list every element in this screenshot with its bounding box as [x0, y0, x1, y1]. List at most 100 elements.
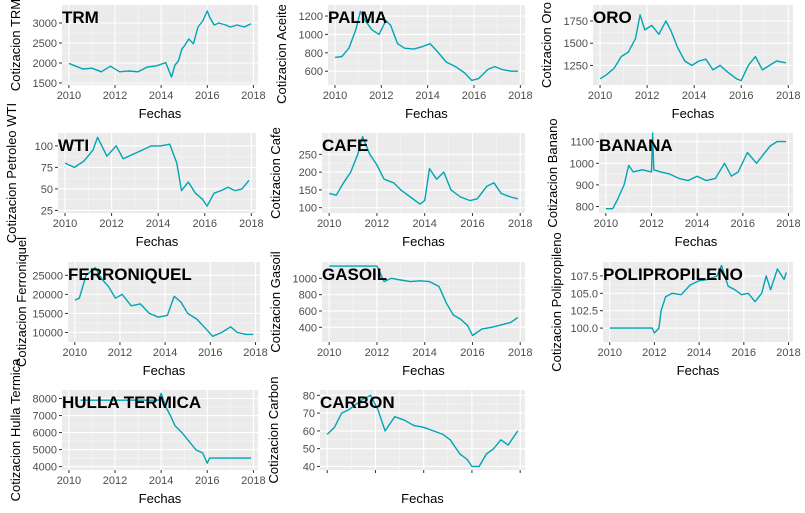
y-tick-label: 600	[305, 66, 323, 78]
y-tick-label: 1000	[570, 158, 594, 170]
x-tick-label: 2014	[415, 90, 439, 102]
y-tick-label: 1500	[33, 78, 57, 90]
x-axis-title: Fechas	[677, 363, 720, 378]
y-tick-label: 3000	[33, 18, 57, 30]
x-tick-label: 2010	[323, 90, 347, 102]
y-tick-label: 1500	[564, 38, 588, 50]
x-axis-title: Fechas	[675, 234, 718, 249]
x-tick-label: 2010	[63, 347, 87, 359]
x-tick-label: 2016	[460, 218, 484, 230]
x-tick-label: 2018	[241, 475, 265, 487]
x-tick-label: 2016	[195, 90, 219, 102]
x-tick-label: 2016	[460, 347, 484, 359]
x-tick-label: 2010	[317, 218, 341, 230]
x-tick-label: 2016	[462, 90, 486, 102]
x-tick-label: 2012	[642, 347, 666, 359]
x-tick-label: 2018	[241, 90, 265, 102]
x-tick-label: 2018	[508, 347, 532, 359]
y-tick-label: 10000	[32, 327, 63, 339]
y-axis-title: Cotizacion Aceite de	[274, 0, 289, 104]
chart-panel-carbon: 40 50 60 70 80 Fechas Cotizacion Carbon CARBON	[266, 377, 525, 506]
x-tick-label: 2014	[685, 218, 709, 230]
y-axis-title: Cotizacion TRM	[8, 0, 23, 91]
series-line	[609, 264, 787, 334]
x-tick-label: 2014	[687, 347, 711, 359]
x-tick-label: 2016	[193, 218, 217, 230]
x-tick-label: 2016	[729, 90, 753, 102]
y-tick-label: 5000	[33, 445, 57, 457]
chart-svg: 2010 2012 2014 2016 2018 800 900 1000 1100 Fechas…	[545, 118, 801, 249]
panel-title: BANANA	[599, 136, 673, 155]
y-tick-label: 900	[576, 180, 594, 192]
y-tick-label: 1250	[564, 60, 588, 72]
panel-title: GASOIL	[322, 265, 387, 284]
x-axis-title: Fechas	[672, 106, 715, 121]
chart-svg: 2010 2012 2014 2016 2018 10000 15000 20000 25000…	[14, 237, 268, 378]
y-tick-label: 7000	[33, 411, 57, 423]
y-axis-title: Cotizacion Cafe	[268, 127, 283, 219]
x-tick-label: 2012	[365, 218, 389, 230]
x-tick-label: 2012	[369, 90, 393, 102]
panel-title: TRM	[62, 8, 99, 27]
chart-svg: 2010 2012 2014 2016 2018 4000 5000 6000 7000 8000…	[8, 358, 266, 506]
chart-panel-gasoil: 2010 2012 2014 2016 2018 400 600 800 1000 Fechas C…	[268, 251, 532, 378]
x-tick-label: 2014	[149, 90, 173, 102]
y-tick-label: 100	[35, 141, 53, 153]
plot-background	[322, 133, 525, 213]
y-tick-label: 200	[299, 167, 317, 179]
plot-background	[599, 133, 793, 213]
x-tick-label: 2016	[731, 218, 755, 230]
y-tick-label: 100	[299, 203, 317, 215]
x-tick-label: 2014	[682, 90, 706, 102]
x-axis-title: Fechas	[143, 363, 186, 378]
y-tick-label: 1000	[299, 29, 323, 41]
x-tick-label: 2016	[198, 347, 222, 359]
y-tick-label: 107.5	[570, 271, 598, 283]
panel-title: ORO	[593, 8, 632, 27]
series-line	[326, 394, 519, 468]
x-tick-label: 2012	[639, 218, 663, 230]
y-tick-label: 105.0	[570, 288, 598, 300]
x-tick-label: 2012	[108, 347, 132, 359]
chart-panel-wti: 2010 2012 2014 2016 2018 25 50 75 100 Fechas Cotiz…	[4, 103, 264, 249]
x-axis-title: Fechas	[402, 234, 445, 249]
x-tick-label: 2014	[149, 475, 173, 487]
x-tick-label: 2014	[146, 218, 170, 230]
chart-panel-cafe: 2010 2012 2014 2016 2018 100 150 200 250 Fechas Co…	[268, 127, 532, 249]
y-axis-title: Cotizacion Ferroniquel	[14, 237, 29, 367]
panel-title: CARBON	[320, 393, 395, 412]
chart-svg: 2010 2012 2014 2016 2018 1250 1500 1750 Fechas Co…	[539, 2, 801, 121]
x-tick-label: 2018	[239, 218, 263, 230]
series-line	[329, 135, 518, 205]
chart-svg: 2010 2012 2014 2016 2018 25 50 75 100 Fechas Cotiz…	[4, 103, 264, 249]
x-axis-title: Fechas	[139, 106, 182, 121]
x-axis-title: Fechas	[139, 491, 182, 506]
x-tick-label: 2016	[195, 475, 219, 487]
y-axis-title: Cotizacion Banano	[545, 118, 560, 227]
x-tick-label: 2018	[508, 90, 532, 102]
x-tick-label: 2016	[732, 347, 756, 359]
series-line	[329, 265, 519, 337]
y-tick-label: 800	[305, 48, 323, 60]
series-line	[605, 132, 787, 210]
x-axis-title: Fechas	[402, 363, 445, 378]
y-tick-label: 8000	[33, 394, 57, 406]
x-tick-label: 2012	[103, 475, 127, 487]
x-tick-label: 2010	[57, 90, 81, 102]
y-tick-label: 800	[576, 202, 594, 214]
panel-title: PALMA	[328, 8, 387, 27]
y-tick-label: 6000	[33, 428, 57, 440]
y-tick-label: 1100	[570, 137, 594, 149]
y-tick-label: 60	[303, 426, 315, 438]
x-tick-label: 2014	[412, 218, 436, 230]
x-tick-label: 2018	[508, 218, 532, 230]
chart-svg: 2010 2012 2014 2016 2018 1500 2000 2500 3000 Fech…	[8, 0, 266, 121]
y-tick-label: 102.5	[570, 306, 598, 318]
y-tick-label: 1200	[299, 11, 323, 23]
chart-panel-banana: 2010 2012 2014 2016 2018 800 900 1000 1100 Fechas…	[545, 118, 801, 249]
chart-panel-hulla-termica: 2010 2012 2014 2016 2018 4000 5000 6000 7000 8000…	[8, 358, 266, 506]
x-tick-label: 2010	[597, 347, 621, 359]
chart-panel-ferroniquel: 2010 2012 2014 2016 2018 10000 15000 20000 25000…	[14, 237, 268, 378]
y-tick-label: 800	[299, 290, 317, 302]
